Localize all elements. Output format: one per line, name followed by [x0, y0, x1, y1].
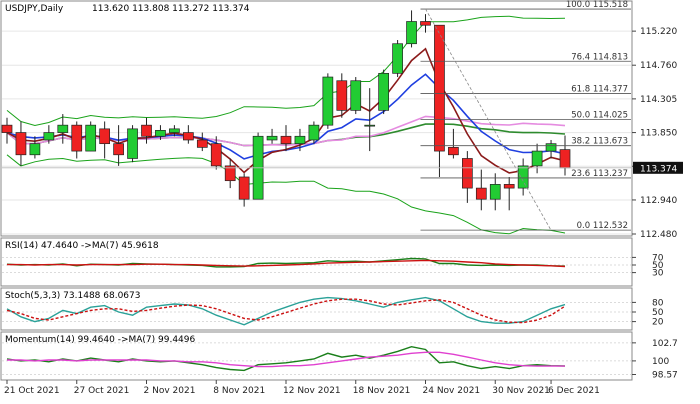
ytick-label-0: 115.220	[640, 27, 677, 37]
candle-body-37	[517, 165, 529, 189]
fib-diagonal	[425, 8, 552, 231]
xtick-label-1: 27 Oct 2021	[74, 386, 130, 396]
candle-body-11	[155, 129, 166, 137]
candle-body-21	[294, 135, 306, 145]
pane1-tick-label-1: 50	[652, 261, 664, 271]
candle-body-38	[531, 150, 543, 167]
rsi-title: RSI(14) 47.4640 ->MA(7) 45.9618	[5, 241, 159, 251]
candle-body-3	[43, 132, 55, 141]
bollinger-lower-line	[6, 154, 566, 235]
candle-body-31	[434, 24, 445, 152]
candle-body-5	[71, 124, 83, 152]
candle-body-7	[99, 128, 111, 145]
candle-body-15	[210, 143, 222, 167]
xtick-label-6: 24 Nov 2021	[423, 386, 481, 396]
main-title: USDJPY,Daily	[5, 4, 64, 14]
candle-body-17	[238, 176, 250, 200]
candle-body-14	[196, 139, 208, 148]
candle-body-36	[503, 184, 515, 189]
pane1-series-1	[7, 259, 566, 268]
ytick-label-5: 112.940	[640, 196, 677, 206]
candle-body-8	[113, 143, 124, 156]
candle-body-30	[420, 21, 431, 26]
candle-body-29	[406, 21, 417, 45]
pane2-tick-label-1: 50	[652, 308, 664, 318]
ohlc-readout: 113.620 113.808 113.272 113.374	[92, 4, 250, 14]
fib-label-2: 61.8 114.377	[571, 85, 628, 95]
candle-body-23	[322, 76, 334, 126]
fib-label-1: 76.4 114.813	[571, 52, 628, 62]
pane3-tick-label-0: 102.7	[652, 339, 678, 349]
pane3-series-1	[7, 351, 565, 368]
candle-body-35	[489, 184, 501, 200]
ytick-label-6: 112.480	[640, 230, 677, 240]
pane2-tick-label-0: 80	[652, 298, 664, 308]
candle-body-10	[141, 124, 152, 137]
pane1-tick-label-2: 30	[652, 269, 664, 279]
pane3-tick-label-1: 100	[652, 357, 669, 367]
candle-body-32	[448, 147, 459, 156]
candle-body-25	[350, 80, 362, 111]
pane2-tick-label-2: 20	[652, 318, 664, 328]
current-price-label: 113.374	[640, 164, 677, 174]
stoch-title: Stoch(5,3,3) 73.1488 68.0673	[5, 291, 140, 301]
candle-body-16	[224, 165, 236, 182]
fib-label-6: 0.0 112.532	[577, 221, 628, 231]
fib-label-0: 100.0 115.518	[566, 0, 628, 10]
candle-body-34	[475, 187, 487, 200]
ytick-label-1: 114.760	[640, 61, 677, 71]
candle-body-1	[15, 132, 27, 156]
candle-body-4	[57, 124, 69, 133]
candle-body-39	[545, 143, 557, 152]
pane3-tick-label-2: 98.57	[652, 370, 678, 380]
candle-body-2	[29, 143, 41, 156]
candle-body-40	[559, 149, 571, 169]
xtick-label-0: 21 Oct 2021	[4, 386, 60, 396]
candle-body-24	[336, 80, 348, 111]
candle-body-27	[378, 72, 389, 111]
candle-body-6	[85, 124, 97, 152]
candle-body-22	[308, 124, 320, 141]
ytick-label-3: 113.850	[640, 129, 677, 139]
candle-body-19	[266, 135, 278, 141]
fib-label-3: 50.0 114.025	[571, 111, 628, 121]
ytick-label-2: 114.305	[640, 95, 677, 105]
current-price-tag	[633, 161, 683, 174]
candle-body-20	[280, 135, 292, 145]
pane1-tick-label-0: 70	[652, 253, 664, 263]
fib-label-5: 23.6 113.237	[571, 169, 628, 179]
xtick-label-4: 12 Nov 2021	[283, 386, 341, 396]
pane2-series-1	[6, 298, 566, 324]
xtick-label-8: 6 Dec 2021	[548, 386, 600, 396]
candle-body-13	[183, 132, 194, 141]
fib-label-4: 38.2 113.673	[571, 137, 628, 147]
xtick-label-2: 2 Nov 2021	[144, 386, 196, 396]
candle-body-33	[462, 158, 473, 189]
pane2-series-0	[6, 296, 566, 326]
xtick-label-7: 30 Nov 2021	[492, 386, 550, 396]
candle-body-26	[364, 124, 376, 127]
bollinger-upper-line	[6, 15, 566, 127]
candle-body-28	[392, 43, 403, 74]
candle-body-9	[127, 128, 138, 159]
candle-body-0	[1, 124, 13, 133]
candle-body-12	[169, 128, 180, 133]
xtick-label-3: 8 Nov 2021	[213, 386, 265, 396]
momentum-title: Momentum(14) 99.4640 ->MA(7) 99.4496	[5, 335, 196, 345]
xtick-label-5: 18 Nov 2021	[353, 386, 411, 396]
